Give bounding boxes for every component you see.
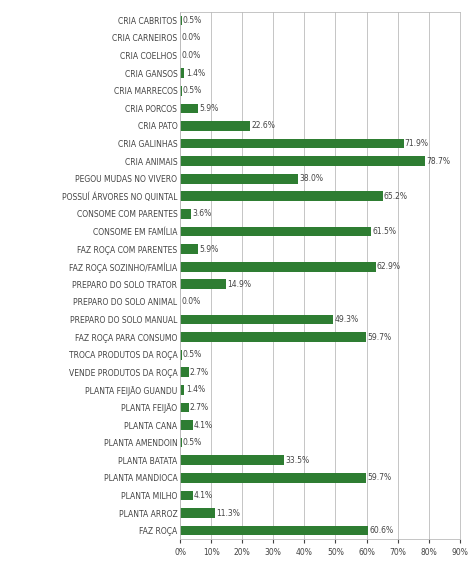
Text: 60.6%: 60.6%: [370, 526, 394, 535]
Text: 4.1%: 4.1%: [194, 491, 213, 500]
Bar: [180, 420, 193, 430]
Bar: [180, 103, 199, 113]
Text: 22.6%: 22.6%: [252, 121, 275, 130]
Bar: [180, 191, 383, 201]
Text: 2.7%: 2.7%: [190, 368, 209, 377]
Bar: [180, 156, 425, 166]
Text: 71.9%: 71.9%: [405, 139, 429, 148]
Bar: [180, 139, 403, 148]
Text: 38.0%: 38.0%: [300, 174, 323, 183]
Text: 0.5%: 0.5%: [183, 16, 202, 25]
Text: 61.5%: 61.5%: [373, 227, 396, 236]
Text: 65.2%: 65.2%: [384, 192, 408, 201]
Bar: [180, 385, 184, 395]
Text: 0.0%: 0.0%: [182, 298, 201, 306]
Bar: [180, 68, 184, 78]
Text: 5.9%: 5.9%: [200, 245, 219, 253]
Bar: [180, 209, 191, 219]
Text: 1.4%: 1.4%: [186, 385, 205, 394]
Bar: [180, 508, 215, 518]
Text: 59.7%: 59.7%: [367, 332, 391, 342]
Text: 49.3%: 49.3%: [335, 315, 359, 324]
Bar: [180, 350, 182, 360]
Text: 62.9%: 62.9%: [377, 262, 401, 271]
Text: 3.6%: 3.6%: [192, 209, 212, 219]
Bar: [180, 473, 365, 483]
Text: 59.7%: 59.7%: [367, 473, 391, 483]
Bar: [180, 438, 182, 448]
Text: 2.7%: 2.7%: [190, 403, 209, 412]
Text: 14.9%: 14.9%: [228, 280, 252, 289]
Bar: [180, 491, 193, 501]
Text: 0.5%: 0.5%: [183, 350, 202, 359]
Text: 33.5%: 33.5%: [285, 456, 310, 465]
Bar: [180, 16, 182, 26]
Bar: [180, 121, 250, 131]
Bar: [180, 227, 371, 237]
Text: 1.4%: 1.4%: [186, 68, 205, 78]
Bar: [180, 332, 365, 342]
Text: 11.3%: 11.3%: [217, 509, 240, 517]
Bar: [180, 403, 189, 412]
Text: 5.9%: 5.9%: [200, 104, 219, 113]
Bar: [180, 280, 227, 289]
Bar: [180, 244, 199, 254]
Bar: [180, 262, 375, 271]
Text: 0.5%: 0.5%: [183, 86, 202, 95]
Bar: [180, 525, 368, 535]
Bar: [180, 174, 298, 184]
Bar: [180, 314, 333, 324]
Bar: [180, 86, 182, 96]
Text: 0.0%: 0.0%: [182, 51, 201, 60]
Bar: [180, 367, 189, 377]
Text: 0.5%: 0.5%: [183, 438, 202, 447]
Bar: [180, 455, 284, 465]
Text: 4.1%: 4.1%: [194, 420, 213, 430]
Text: 78.7%: 78.7%: [426, 157, 450, 166]
Text: 0.0%: 0.0%: [182, 34, 201, 42]
